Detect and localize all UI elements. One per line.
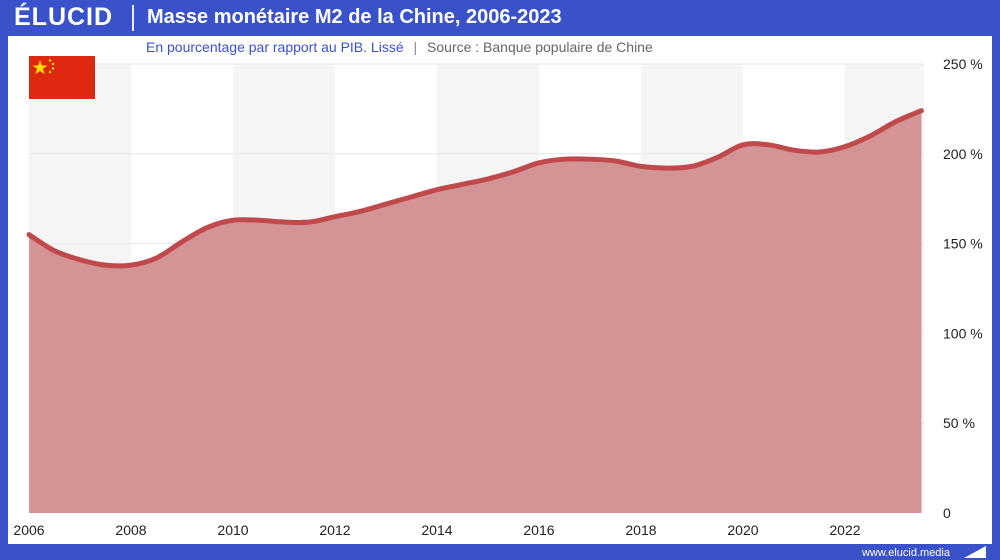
x-tick-label: 2008 xyxy=(115,522,146,538)
series-line xyxy=(26,108,924,269)
x-tick-label: 2016 xyxy=(523,522,554,538)
elucid-mark-icon xyxy=(964,546,986,558)
subtitle-separator: | xyxy=(413,39,418,55)
chart-title: Masse monétaire M2 de la Chine, 2006-202… xyxy=(147,6,562,28)
y-tick-label: 50 % xyxy=(943,415,975,431)
x-tick-label: 2018 xyxy=(625,522,656,538)
x-tick-label: 2022 xyxy=(829,522,860,538)
y-tick-label: 0 xyxy=(943,505,951,521)
y-tick-label: 200 % xyxy=(943,146,983,162)
y-tick-label: 250 % xyxy=(943,56,983,72)
header-bar: ÉLUCID Masse monétaire M2 de la Chine, 2… xyxy=(0,0,1000,36)
y-tick-label: 100 % xyxy=(943,325,983,341)
x-tick-label: 2006 xyxy=(13,522,44,538)
series-area xyxy=(29,110,922,514)
source-text: Source : Banque populaire de Chine xyxy=(427,39,653,55)
x-tick-label: 2010 xyxy=(217,522,248,538)
china-flag-icon xyxy=(29,56,95,99)
chart-subtitle: En pourcentage par rapport au PIB. Lissé… xyxy=(146,39,653,55)
x-tick-label: 2020 xyxy=(727,522,758,538)
elucid-logo[interactable]: ÉLUCID xyxy=(14,3,114,31)
x-tick-label: 2014 xyxy=(421,522,452,538)
footer-site[interactable]: www.elucid.media xyxy=(861,547,950,559)
y-tick-label: 150 % xyxy=(943,236,983,252)
x-tick-label: 2012 xyxy=(319,522,350,538)
subtitle-text: En pourcentage par rapport au PIB. Lissé xyxy=(146,39,404,55)
header-divider xyxy=(132,5,134,31)
